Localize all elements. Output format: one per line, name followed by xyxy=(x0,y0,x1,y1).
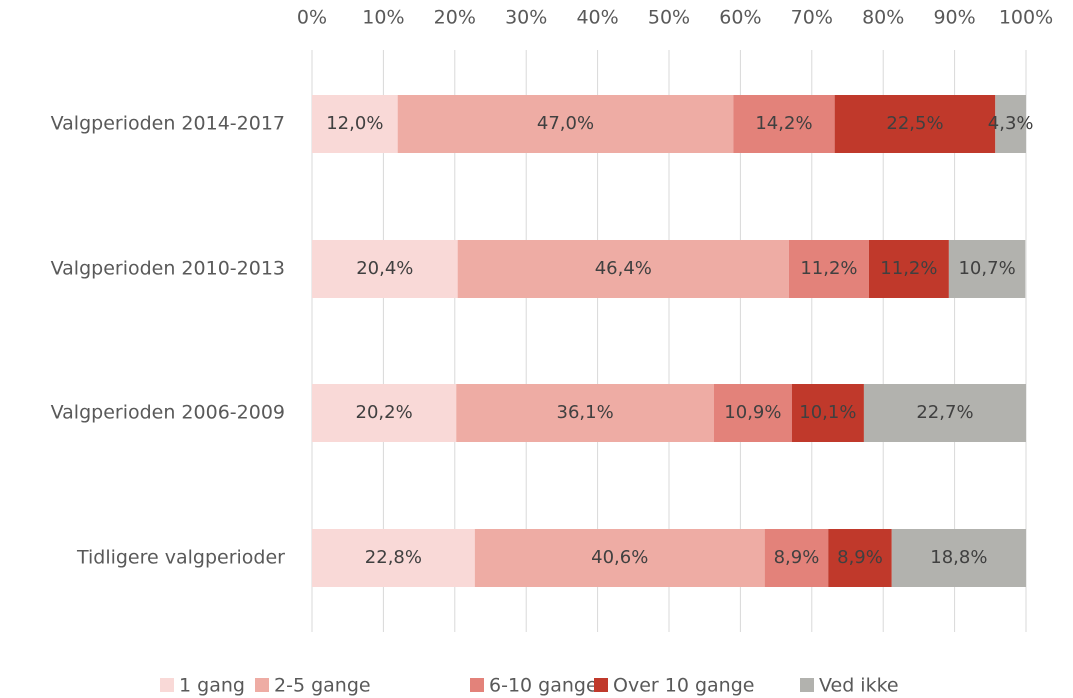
data-label: 8,9% xyxy=(837,547,883,568)
y-tick-label: Valgperioden 2010-2013 xyxy=(51,258,285,280)
bar-segment xyxy=(397,95,734,153)
data-label: 46,4% xyxy=(595,258,652,279)
x-tick-label: 40% xyxy=(576,7,618,29)
data-label: 11,2% xyxy=(800,258,857,279)
x-tick-label: 60% xyxy=(719,7,761,29)
data-label: 18,8% xyxy=(930,547,987,568)
data-label: 14,2% xyxy=(755,113,812,134)
y-tick-label: Valgperioden 2006-2009 xyxy=(51,402,285,424)
bar-segment xyxy=(733,95,835,153)
legend-label: Over 10 gange xyxy=(613,675,754,697)
y-tick-label: Valgperioden 2014-2017 xyxy=(51,113,285,135)
data-label: 10,9% xyxy=(724,402,781,423)
data-label: 47,0% xyxy=(537,113,594,134)
bar-segment xyxy=(948,240,1026,298)
bar-segment xyxy=(764,529,829,587)
data-label: 10,7% xyxy=(958,258,1015,279)
legend-swatch xyxy=(160,678,174,692)
x-tick-label: 20% xyxy=(434,7,476,29)
x-tick-label: 0% xyxy=(297,7,327,29)
data-label: 11,2% xyxy=(880,258,937,279)
data-label: 4,3% xyxy=(988,113,1034,134)
legend-label: 6-10 gange xyxy=(489,675,598,697)
x-tick-label: 90% xyxy=(933,7,975,29)
legend-label: Ved ikke xyxy=(819,675,899,697)
bar-segment xyxy=(312,240,458,298)
x-tick-label: 30% xyxy=(505,7,547,29)
bar-segment xyxy=(474,529,765,587)
bar-segment xyxy=(891,529,1026,587)
data-label: 10,1% xyxy=(799,402,856,423)
bar-segment xyxy=(791,384,864,442)
bar-segment xyxy=(456,384,714,442)
bar-segment xyxy=(457,240,789,298)
x-tick-label: 100% xyxy=(999,7,1053,29)
legend-swatch xyxy=(800,678,814,692)
legend-swatch xyxy=(470,678,484,692)
legend-swatch xyxy=(594,678,608,692)
data-label: 20,2% xyxy=(356,402,413,423)
y-tick-label: Tidligere valgperioder xyxy=(76,547,285,569)
data-label: 12,0% xyxy=(326,113,383,134)
bar-segment xyxy=(834,95,996,153)
bar-segment xyxy=(312,95,398,153)
bar-segment xyxy=(995,95,1026,153)
x-tick-label: 50% xyxy=(648,7,690,29)
data-label: 20,4% xyxy=(356,258,413,279)
legend-label: 1 gang xyxy=(179,675,245,697)
data-label: 36,1% xyxy=(557,402,614,423)
x-tick-label: 80% xyxy=(862,7,904,29)
bar-segment xyxy=(868,240,949,298)
legend-swatch xyxy=(255,678,269,692)
data-label: 22,5% xyxy=(886,113,943,134)
x-tick-label: 10% xyxy=(362,7,404,29)
x-tick-label: 70% xyxy=(791,7,833,29)
bar-segment xyxy=(863,384,1026,442)
data-label: 22,8% xyxy=(365,547,422,568)
bar-segment xyxy=(788,240,869,298)
bar-segment xyxy=(828,529,892,587)
data-label: 22,7% xyxy=(916,402,973,423)
data-label: 8,9% xyxy=(774,547,820,568)
bar-segment xyxy=(312,384,457,442)
bar-segment xyxy=(713,384,792,442)
data-label: 40,6% xyxy=(591,547,648,568)
bar-segment xyxy=(312,529,475,587)
legend-label: 2-5 gange xyxy=(274,675,371,697)
